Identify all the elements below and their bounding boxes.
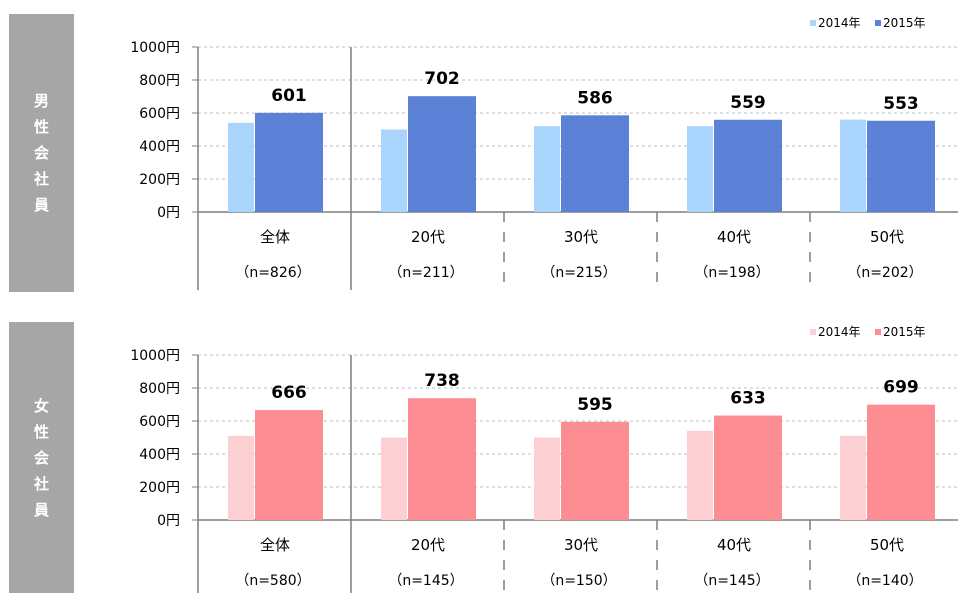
y-tick-label: 1000円	[130, 348, 180, 364]
legend: 2014年 2015年	[810, 16, 926, 30]
y-tick-label: 0円	[157, 205, 180, 221]
x-category-note: （n=150）	[541, 573, 616, 589]
bar-2015	[867, 404, 935, 520]
bar-2015	[714, 119, 782, 212]
legend: 2014年 2015年	[810, 325, 926, 339]
side-label-text: 女性会社員	[33, 396, 49, 519]
y-tick-label: 800円	[139, 381, 180, 397]
bar-2014	[687, 430, 713, 520]
bar-2014	[381, 129, 407, 212]
chart-panel-1: 0円 200円 400円 600円 800円 1000円 601 全体 （n=826） 702 20…	[130, 16, 958, 290]
bar-2015	[255, 410, 323, 520]
bar-2014	[381, 437, 407, 520]
x-category-note: （n=202）	[847, 265, 922, 281]
x-category-label: 全体	[260, 228, 290, 246]
y-tick-label: 400円	[139, 447, 180, 463]
x-category-note: （n=140）	[847, 573, 922, 589]
legend-swatch-2014	[810, 20, 816, 26]
x-category-label: 40代	[717, 228, 751, 246]
legend-label-2015: 2015年	[883, 325, 926, 339]
legend-label-2014: 2014年	[818, 325, 861, 339]
data-label: 586	[577, 88, 613, 108]
x-category-label: 30代	[564, 536, 598, 554]
bar-2014	[534, 437, 560, 520]
bar-2014	[840, 119, 866, 212]
bar-2015	[408, 96, 476, 212]
data-label: 553	[883, 94, 919, 114]
side-label-text: 男性会社員	[33, 92, 49, 214]
x-category-label: 20代	[411, 228, 445, 246]
data-label: 702	[424, 69, 460, 89]
x-category-label: 20代	[411, 536, 445, 554]
legend-label-2015: 2015年	[883, 16, 926, 30]
x-category-note: （n=145）	[388, 573, 463, 589]
bar-2014	[534, 126, 560, 212]
y-tick-label: 600円	[139, 414, 180, 430]
x-category-note: （n=826）	[235, 265, 310, 281]
data-label: 559	[730, 93, 766, 113]
data-label: 633	[730, 389, 766, 409]
legend-label-2014: 2014年	[818, 16, 861, 30]
bar-2015	[561, 115, 629, 212]
x-category-note: （n=211）	[388, 265, 463, 281]
x-category-note: （n=198）	[694, 265, 769, 281]
legend-swatch-2014	[810, 329, 816, 335]
x-category-label: 全体	[260, 536, 290, 554]
legend-swatch-2015	[875, 20, 881, 26]
x-category-label: 40代	[717, 536, 751, 554]
bar-2014	[228, 435, 254, 520]
x-category-note: （n=580）	[235, 573, 310, 589]
y-tick-label: 200円	[139, 480, 180, 496]
x-category-label: 50代	[870, 228, 904, 246]
y-tick-label: 600円	[139, 106, 180, 122]
side-label-female: 女性会社員	[9, 322, 74, 593]
y-tick-label: 0円	[157, 513, 180, 529]
legend-swatch-2015	[875, 329, 881, 335]
data-label: 699	[883, 378, 919, 398]
chart-panel-2: 0円 200円 400円 600円 800円 1000円 666 全体 （n=580） 738 20…	[130, 325, 958, 593]
bar-2015	[867, 120, 935, 212]
data-label: 738	[424, 371, 460, 391]
data-label: 601	[271, 86, 307, 106]
bar-2015	[561, 421, 629, 520]
y-tick-label: 200円	[139, 172, 180, 188]
y-tick-label: 1000円	[130, 40, 180, 56]
y-tick-label: 400円	[139, 139, 180, 155]
bar-2014	[228, 122, 254, 212]
x-category-label: 50代	[870, 536, 904, 554]
x-category-note: （n=215）	[541, 265, 616, 281]
y-tick-label: 800円	[139, 73, 180, 89]
bar-2014	[687, 126, 713, 212]
data-label: 595	[577, 395, 613, 415]
x-category-label: 30代	[564, 228, 598, 246]
bar-2014	[840, 435, 866, 520]
x-category-note: （n=145）	[694, 573, 769, 589]
side-label-male: 男性会社員	[9, 14, 74, 292]
data-label: 666	[271, 383, 307, 403]
bar-2015	[714, 415, 782, 520]
bar-2015	[255, 112, 323, 212]
bar-2015	[408, 398, 476, 520]
